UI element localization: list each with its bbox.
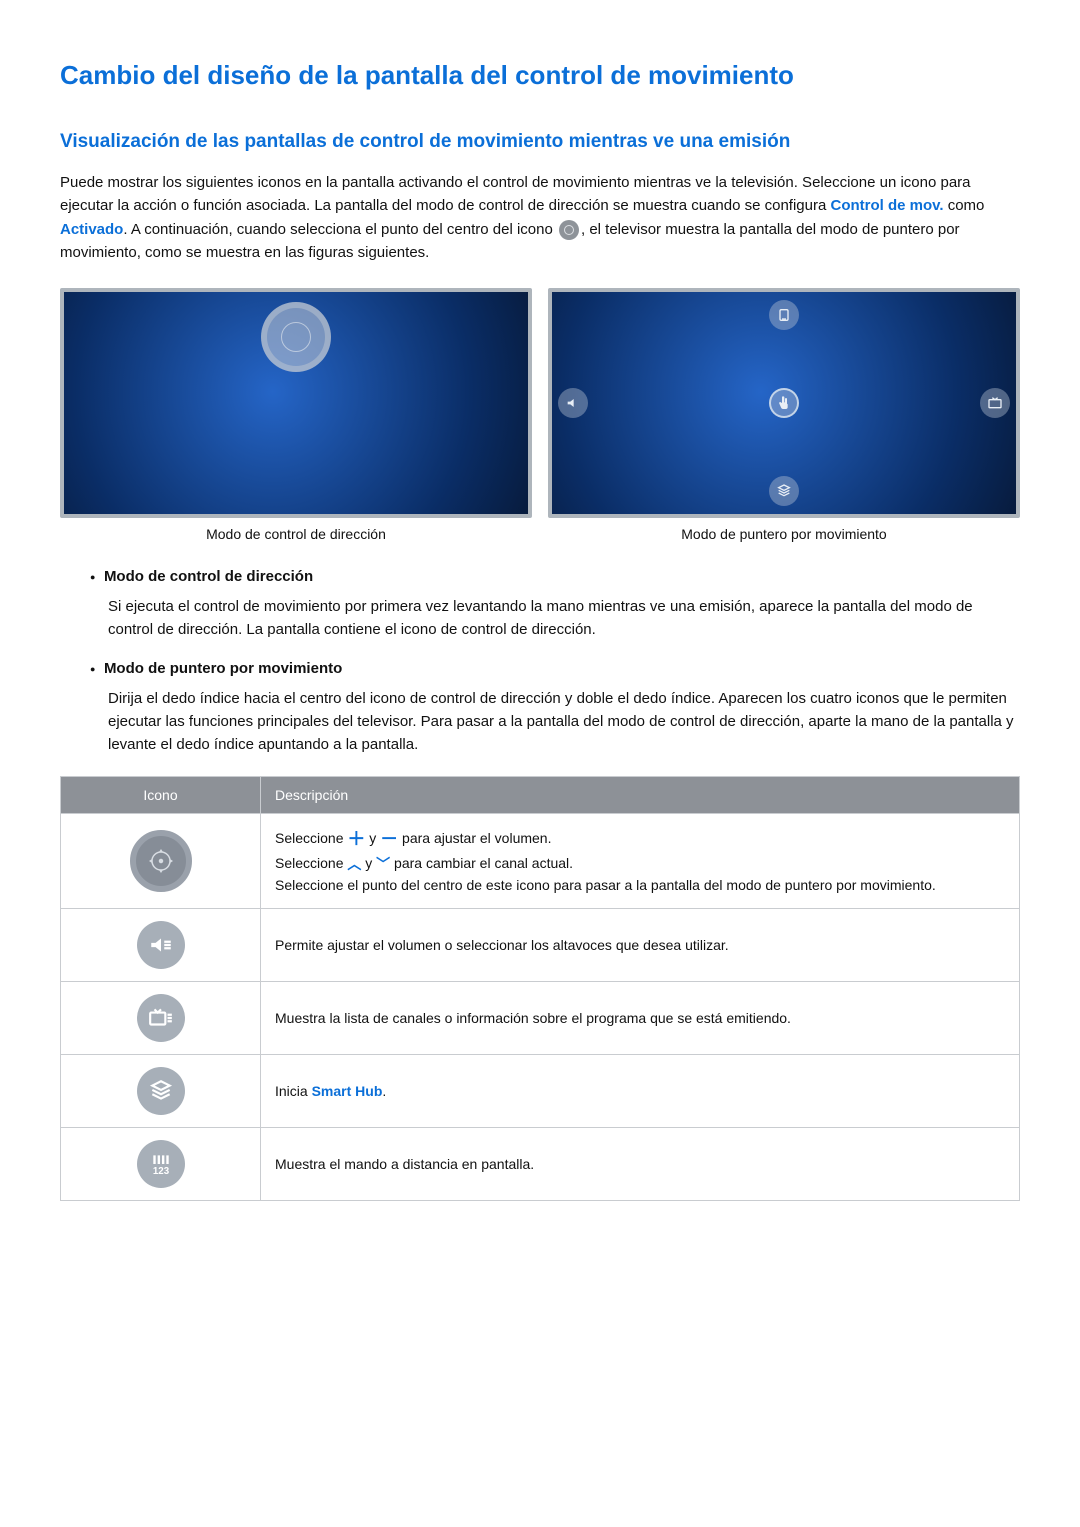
desc-cell: Muestra el mando a distancia en pantalla… <box>261 1128 1020 1201</box>
desc-cell: Muestra la lista de canales o informació… <box>261 982 1020 1055</box>
smarthub-icon <box>137 1067 185 1115</box>
col-icon: Icono <box>61 777 261 814</box>
text: Inicia <box>275 1083 312 1099</box>
plus-icon: ＋ <box>347 826 365 853</box>
bullet-pointer-mode: Modo de puntero por movimiento Dirija el… <box>90 660 1020 757</box>
smarthub-icon <box>769 476 799 506</box>
tv-screenshots-row <box>60 288 1020 518</box>
speaker-icon <box>558 388 588 418</box>
icon-cell: 123 <box>61 1128 261 1201</box>
intro-paragraph: Puede mostrar los siguientes iconos en l… <box>60 171 1020 264</box>
text: para cambiar el canal actual. <box>390 855 573 871</box>
tv-icon <box>980 388 1010 418</box>
caption-pointer-mode: Modo de puntero por movimiento <box>548 526 1020 542</box>
bullet-text: Si ejecuta el control de movimiento por … <box>108 595 1020 642</box>
text: Seleccione <box>275 855 347 871</box>
tv-captions: Modo de control de dirección Modo de pun… <box>60 526 1020 542</box>
tv-direction-mode <box>60 288 532 518</box>
intro-text-mid: como <box>944 197 985 214</box>
desc-cell: Seleccione ＋ y － para ajustar el volumen… <box>261 814 1020 909</box>
section-heading: Visualización de las pantallas de contro… <box>60 131 1020 153</box>
chevron-up-icon: ︿ <box>347 854 361 875</box>
table-row: Inicia Smart Hub. <box>61 1055 1020 1128</box>
icon-cell <box>61 1055 261 1128</box>
text: para ajustar el volumen. <box>398 830 551 846</box>
direction-ring-icon <box>261 302 331 372</box>
control-de-mov-link: Control de mov. <box>830 197 943 214</box>
table-row: Seleccione ＋ y － para ajustar el volumen… <box>61 814 1020 909</box>
desc-cell: Inicia Smart Hub. <box>261 1055 1020 1128</box>
activado-link: Activado <box>60 221 123 238</box>
text: y <box>361 855 376 871</box>
tv-icon <box>137 994 185 1042</box>
table-row: 123 Muestra el mando a distancia en pant… <box>61 1128 1020 1201</box>
remote-icon: 123 <box>137 1140 185 1188</box>
bullet-head: Modo de control de dirección <box>90 568 1020 585</box>
bullet-head: Modo de puntero por movimiento <box>90 660 1020 677</box>
pointer-hand-icon <box>769 388 799 418</box>
direction-ring-icon <box>130 830 192 892</box>
icon-cell <box>61 909 261 982</box>
text: Seleccione el punto del centro de este i… <box>275 877 936 893</box>
icon-cell <box>61 814 261 909</box>
caption-direction-mode: Modo de control de dirección <box>60 526 532 542</box>
icon-table: Icono Descripción Seleccione ＋ y － para … <box>60 776 1020 1201</box>
table-row: Muestra la lista de canales o informació… <box>61 982 1020 1055</box>
text: y <box>365 830 380 846</box>
remote-icon <box>769 300 799 330</box>
page-title: Cambio del diseño de la pantalla del con… <box>60 60 1020 91</box>
bullet-text: Dirija el dedo índice hacia el centro de… <box>108 687 1020 757</box>
svg-text:123: 123 <box>152 1166 169 1177</box>
intro-text-2: . A continuación, cuando selecciona el p… <box>123 221 557 238</box>
speaker-icon <box>137 921 185 969</box>
col-desc: Descripción <box>261 777 1020 814</box>
direction-ring-icon <box>559 220 579 240</box>
desc-cell: Permite ajustar el volumen o seleccionar… <box>261 909 1020 982</box>
table-row: Permite ajustar el volumen o seleccionar… <box>61 909 1020 982</box>
tv-pointer-mode <box>548 288 1020 518</box>
smart-hub-link: Smart Hub <box>312 1083 383 1099</box>
chevron-down-icon: ﹀ <box>376 854 390 875</box>
minus-icon: － <box>380 826 398 853</box>
icon-cell <box>61 982 261 1055</box>
text: Seleccione <box>275 830 347 846</box>
text: . <box>382 1083 386 1099</box>
bullet-direction-mode: Modo de control de dirección Si ejecuta … <box>90 568 1020 642</box>
